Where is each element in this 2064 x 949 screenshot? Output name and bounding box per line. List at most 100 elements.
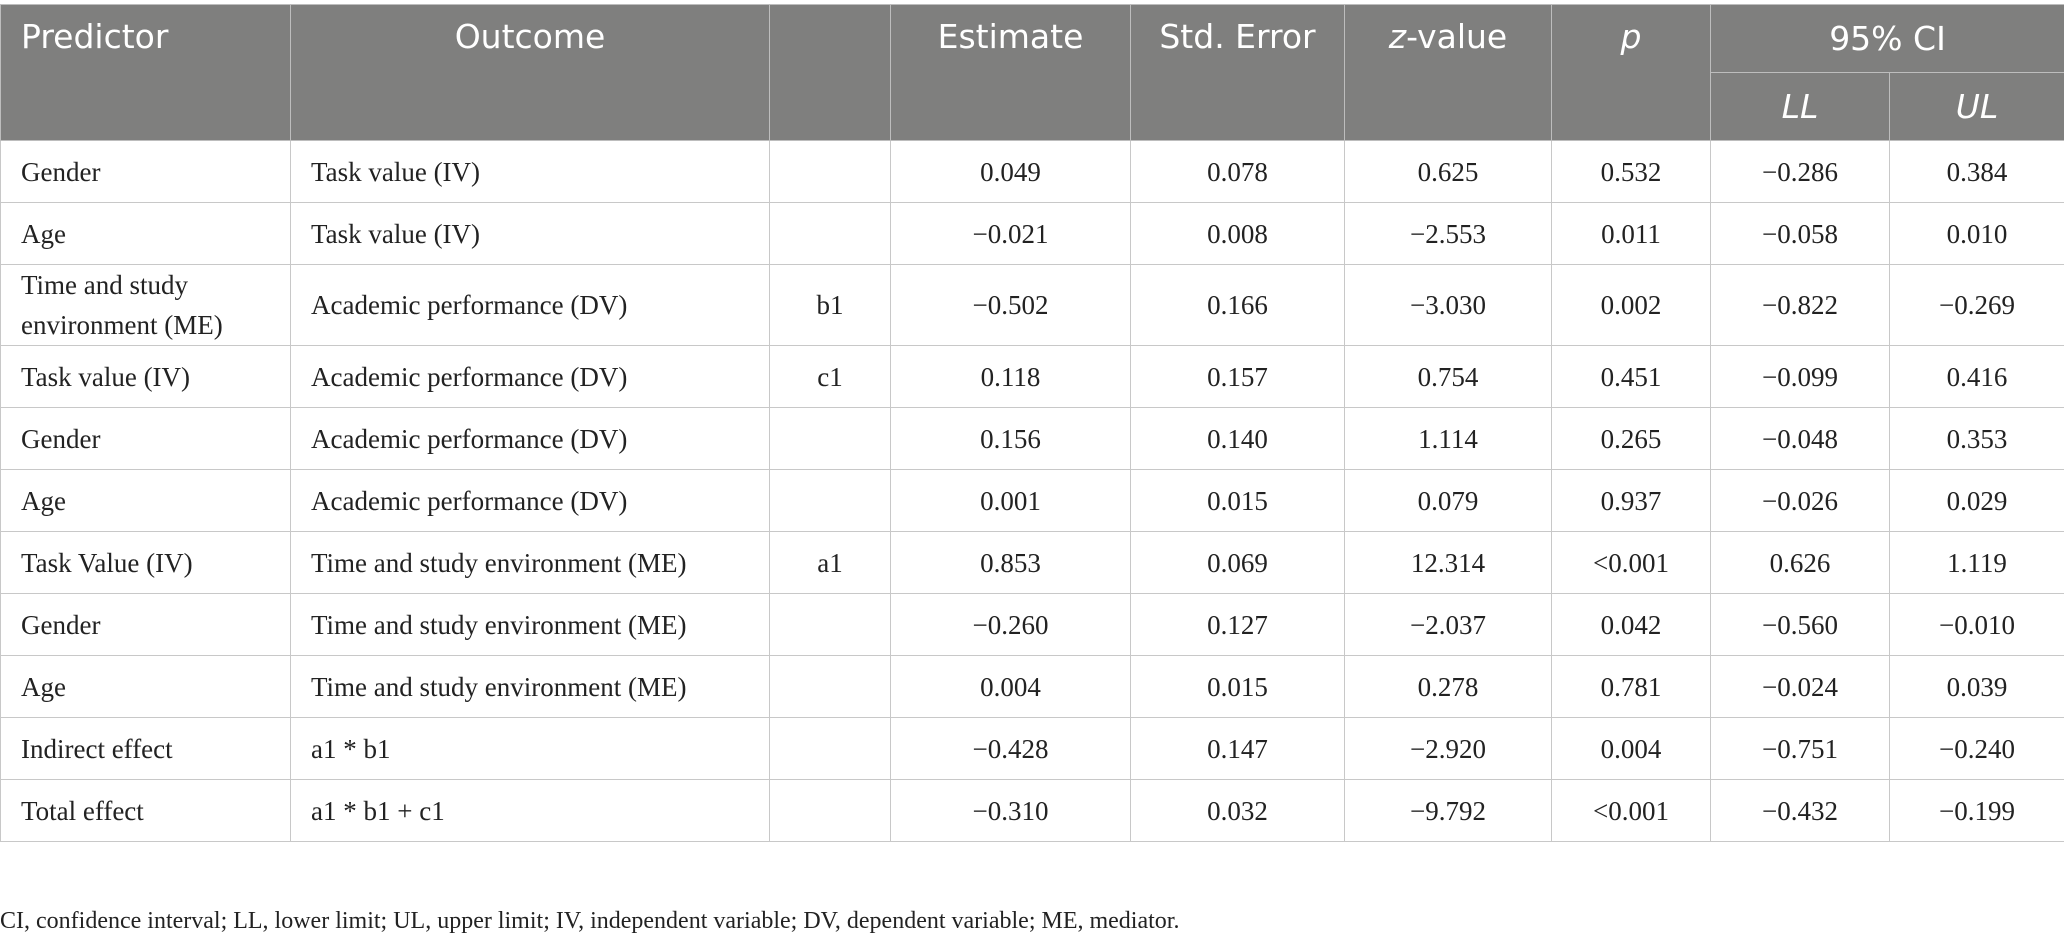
table-cell: −0.058 xyxy=(1710,202,1890,265)
header-cell: 95% CI xyxy=(1710,4,2064,73)
header-text: p xyxy=(1620,17,1642,56)
table-cell: Time and study environment (ME) xyxy=(0,264,291,346)
table-cell: −0.048 xyxy=(1710,407,1890,470)
table-cell: Total effect xyxy=(0,779,291,842)
table-cell: <0.001 xyxy=(1551,779,1711,842)
header-text: UL xyxy=(1955,87,1999,126)
table-cell xyxy=(769,655,891,718)
footnote: CI, confidence interval; LL, lower limit… xyxy=(0,908,1180,934)
table-cell xyxy=(769,779,891,842)
table-cell: −0.099 xyxy=(1710,345,1890,408)
header-cell: z-value xyxy=(1344,4,1552,141)
table-body: Gender Task value (IV) 0.049 0.078 0.625 0.53… xyxy=(0,140,2064,842)
table-cell: 0.754 xyxy=(1344,345,1552,408)
table-cell: 0.937 xyxy=(1551,469,1711,532)
header-cell xyxy=(769,4,891,141)
table-cell: 0.265 xyxy=(1551,407,1711,470)
table-cell: Task value (IV) xyxy=(290,140,770,203)
table-cell: 0.011 xyxy=(1551,202,1711,265)
table-cell: 0.853 xyxy=(890,531,1131,594)
table-cell: a1 * b1 + c1 xyxy=(290,779,770,842)
table-cell: Age xyxy=(0,655,291,718)
table-cell: 0.004 xyxy=(890,655,1131,718)
table-cell: 0.532 xyxy=(1551,140,1711,203)
table-cell: −0.021 xyxy=(890,202,1131,265)
table-cell: Time and study environment (ME) xyxy=(290,655,770,718)
table-row: Task value (IV) Academic performance (DV)… xyxy=(0,345,2064,408)
table-cell: 0.118 xyxy=(890,345,1131,408)
table-cell: Time and study environment (ME) xyxy=(290,531,770,594)
table-cell: 0.625 xyxy=(1344,140,1552,203)
table-cell: −0.310 xyxy=(890,779,1131,842)
header-cell: p xyxy=(1551,4,1711,141)
table-cell: −0.260 xyxy=(890,593,1131,656)
table-cell: 0.781 xyxy=(1551,655,1711,718)
header-cell: Std. Error xyxy=(1130,4,1345,141)
table-cell: 12.314 xyxy=(1344,531,1552,594)
table-row: Task Value (IV) Time and study environmen… xyxy=(0,531,2064,594)
table-cell: Task Value (IV) xyxy=(0,531,291,594)
table-cell: 0.127 xyxy=(1130,593,1345,656)
table-cell: −0.199 xyxy=(1889,779,2064,842)
table-row: Time and study environment (ME) Academic … xyxy=(0,264,2064,346)
table-cell: −9.792 xyxy=(1344,779,1552,842)
table-cell: −2.037 xyxy=(1344,593,1552,656)
table-cell: 0.416 xyxy=(1889,345,2064,408)
results-table: Predictor Outcome Estimate Std. Error z-… xyxy=(0,4,2064,842)
table-row: Gender Academic performance (DV) 0.156 0.14… xyxy=(0,407,2064,470)
table-cell: 0.039 xyxy=(1889,655,2064,718)
table-cell: −0.024 xyxy=(1710,655,1890,718)
table-header: Predictor Outcome Estimate Std. Error z-… xyxy=(0,4,2064,141)
header-text: -value xyxy=(1406,17,1508,56)
table-cell: 1.114 xyxy=(1344,407,1552,470)
table-cell xyxy=(769,469,891,532)
table-cell: 0.078 xyxy=(1130,140,1345,203)
table-cell: Time and study environment (ME) xyxy=(290,593,770,656)
table-cell: 0.166 xyxy=(1130,264,1345,346)
table-cell: 0.002 xyxy=(1551,264,1711,346)
table-cell: 0.353 xyxy=(1889,407,2064,470)
table-cell: −0.428 xyxy=(890,717,1131,780)
table-cell: <0.001 xyxy=(1551,531,1711,594)
table-cell: 0.015 xyxy=(1130,469,1345,532)
table-cell: −2.553 xyxy=(1344,202,1552,265)
table-row: Gender Time and study environment (ME) −0.… xyxy=(0,593,2064,656)
table-cell: Indirect effect xyxy=(0,717,291,780)
header-cell: Outcome xyxy=(290,4,770,141)
table-cell: −0.269 xyxy=(1889,264,2064,346)
table-row: Age Time and study environment (ME) 0.004 0… xyxy=(0,655,2064,718)
table-cell xyxy=(769,717,891,780)
table-cell: −3.030 xyxy=(1344,264,1552,346)
table-cell: −0.432 xyxy=(1710,779,1890,842)
table-cell: −0.286 xyxy=(1710,140,1890,203)
table-cell: c1 xyxy=(769,345,891,408)
table-cell: 0.384 xyxy=(1889,140,2064,203)
table-cell: 0.010 xyxy=(1889,202,2064,265)
table-cell: Academic performance (DV) xyxy=(290,469,770,532)
table-cell xyxy=(769,140,891,203)
header-text: z xyxy=(1388,17,1407,56)
table-cell: 0.001 xyxy=(890,469,1131,532)
table-cell: Academic performance (DV) xyxy=(290,264,770,346)
table-row: Total effect a1 * b1 + c1 −0.310 0.032 −9.79… xyxy=(0,779,2064,842)
table-row: Gender Task value (IV) 0.049 0.078 0.625 0.53… xyxy=(0,140,2064,203)
table-cell: 0.157 xyxy=(1130,345,1345,408)
table-cell: 0.032 xyxy=(1130,779,1345,842)
table-cell: −0.751 xyxy=(1710,717,1890,780)
table-cell: −0.026 xyxy=(1710,469,1890,532)
table-row: Indirect effect a1 * b1 −0.428 0.147 −2.920 0… xyxy=(0,717,2064,780)
table-cell: 0.451 xyxy=(1551,345,1711,408)
table-cell: Task value (IV) xyxy=(0,345,291,408)
header-cell: UL xyxy=(1889,72,2064,141)
table-cell: −0.822 xyxy=(1710,264,1890,346)
table-cell: 0.004 xyxy=(1551,717,1711,780)
table-cell: 0.008 xyxy=(1130,202,1345,265)
table-row: Age Academic performance (DV) 0.001 0.015 0.… xyxy=(0,469,2064,532)
table-cell: −0.560 xyxy=(1710,593,1890,656)
table-cell: −2.920 xyxy=(1344,717,1552,780)
table-cell: 0.140 xyxy=(1130,407,1345,470)
table-cell xyxy=(769,407,891,470)
header-cell: LL xyxy=(1710,72,1890,141)
table-cell: 0.156 xyxy=(890,407,1131,470)
